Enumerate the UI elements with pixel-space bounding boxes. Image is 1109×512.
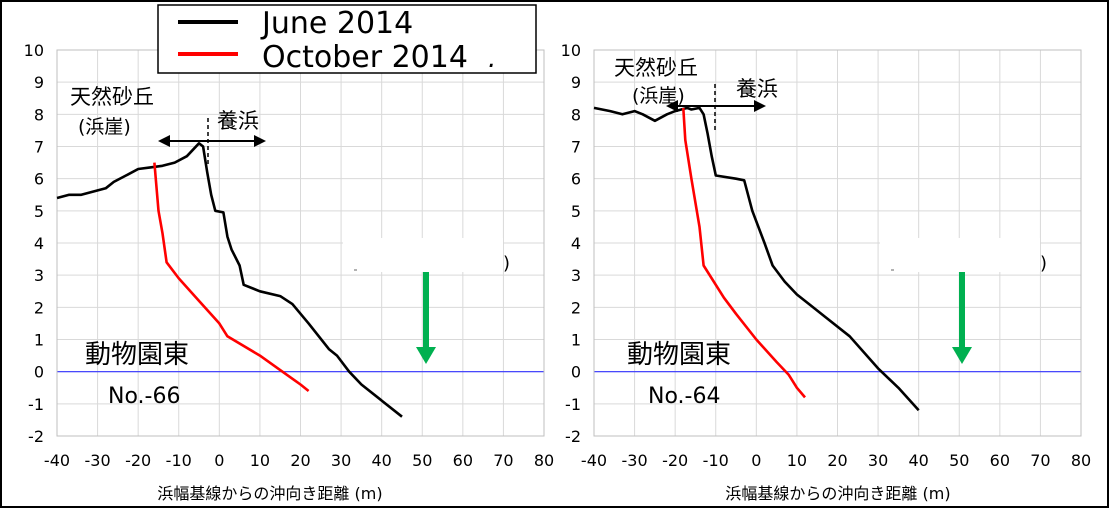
y-tick-label: -1 — [28, 395, 44, 414]
site-no-left: No.-66 — [108, 384, 180, 409]
y-tick-label: 0 — [571, 363, 581, 382]
x-tick-label: 0 — [751, 451, 761, 470]
x-tick-label: 30 — [868, 451, 888, 470]
legend: June 2014 October 2014 . — [157, 4, 537, 75]
arrow-left-icon-left — [158, 135, 170, 147]
legend-box — [157, 4, 537, 74]
series-october-2014-right — [682, 107, 806, 399]
x-tick-label: -10 — [703, 451, 729, 470]
y-tick-label: 4 — [571, 234, 581, 253]
y-ticks-right: -2 -1 0 1 2 3 4 5 6 7 8 9 10 — [561, 41, 581, 446]
site-no-right: No.-64 — [648, 384, 720, 409]
y-tick-label: 1 — [571, 331, 581, 350]
plot-area-right — [593, 49, 1082, 437]
paren-left: ) — [503, 253, 510, 274]
series-june-2014-right — [593, 106, 920, 412]
masked-box-left — [343, 238, 503, 272]
x-tick-label: 10 — [250, 451, 270, 470]
y-tick-label: 7 — [34, 138, 44, 157]
y-tick-label: 3 — [571, 266, 581, 285]
arrow-down-icon-left — [416, 347, 436, 364]
y-tick-label: 5 — [571, 202, 581, 221]
y-ticks-left: -2 -1 0 1 2 3 4 5 6 7 8 9 10 — [24, 41, 44, 446]
dune-label-left: 天然砂丘 — [70, 85, 154, 109]
x-tick-label: -40 — [44, 451, 70, 470]
x-tick-label: 50 — [949, 451, 969, 470]
legend-label-june: June 2014 — [260, 6, 413, 41]
x-tick-label: 20 — [827, 451, 847, 470]
paren-right: ) — [1040, 253, 1047, 274]
y-tick-label: 0 — [34, 363, 44, 382]
nourish-label-right: 養浜 — [736, 77, 778, 101]
y-tick-label: -2 — [565, 427, 581, 446]
x-tick-label: -30 — [622, 451, 648, 470]
arrow-right-icon-right — [754, 100, 766, 112]
y-tick-label: -1 — [565, 395, 581, 414]
x-axis-label-right: 浜幅基線からの沖向き距離 (m) — [725, 484, 950, 503]
y-tick-label: 10 — [561, 41, 581, 60]
nourish-label-left: 養浜 — [217, 109, 259, 133]
x-tick-label: 70 — [1030, 451, 1050, 470]
y-tick-label: 9 — [571, 73, 581, 92]
scarp-label-left: (浜崖) — [78, 116, 131, 138]
arrow-left-icon-right — [666, 100, 678, 112]
masked-box-right — [880, 238, 1040, 272]
legend-trailing-mark: . — [488, 44, 496, 74]
y-tick-label: 3 — [34, 266, 44, 285]
series-october-2014-left — [153, 162, 310, 393]
site-name-left: 動物園東 — [85, 340, 189, 370]
series-june-2014-left — [56, 142, 403, 418]
x-tick-label: 30 — [331, 451, 351, 470]
x-ticks-right: -40 -30 -20 -10 0 10 20 30 40 50 60 70 80 — [581, 451, 1091, 470]
x-tick-label: -40 — [581, 451, 607, 470]
x-tick-label: -30 — [85, 451, 111, 470]
y-tick-label: 9 — [34, 73, 44, 92]
y-tick-label: 2 — [34, 298, 44, 317]
x-tick-label: 20 — [290, 451, 310, 470]
x-tick-label: 70 — [493, 451, 513, 470]
x-tick-label: 40 — [908, 451, 928, 470]
arrow-down-icon-right — [952, 347, 972, 364]
y-tick-label: 6 — [571, 170, 581, 189]
y-tick-label: 10 — [24, 41, 44, 60]
x-tick-label: 80 — [1071, 451, 1091, 470]
legend-label-october: October 2014 — [262, 40, 468, 75]
x-tick-label: -10 — [166, 451, 192, 470]
x-tick-label: 60 — [453, 451, 473, 470]
y-tick-label: 4 — [34, 234, 44, 253]
x-tick-label: 60 — [990, 451, 1010, 470]
y-tick-label: 7 — [571, 138, 581, 157]
x-tick-label: 10 — [787, 451, 807, 470]
x-tick-label: 0 — [214, 451, 224, 470]
y-tick-label: -2 — [28, 427, 44, 446]
y-tick-label: 8 — [571, 105, 581, 124]
y-tick-label: 6 — [34, 170, 44, 189]
scarp-label-right: (浜崖) — [632, 85, 685, 107]
x-ticks-left: -40 -30 -20 -10 0 10 20 30 40 50 60 70 80 — [44, 451, 554, 470]
x-tick-label: -20 — [662, 451, 688, 470]
x-tick-label: 40 — [371, 451, 391, 470]
y-tick-label: 2 — [571, 298, 581, 317]
dune-label-right: 天然砂丘 — [614, 56, 698, 80]
site-name-right: 動物園東 — [627, 340, 731, 370]
y-tick-label: 1 — [34, 331, 44, 350]
arrow-right-icon-left — [254, 135, 266, 147]
x-tick-label: -20 — [125, 451, 151, 470]
x-axis-label-left: 浜幅基線からの沖向き距離 (m) — [157, 484, 382, 503]
x-tick-label: 50 — [412, 451, 432, 470]
y-tick-label: 8 — [34, 105, 44, 124]
y-tick-label: 5 — [34, 202, 44, 221]
x-tick-label: 80 — [534, 451, 554, 470]
